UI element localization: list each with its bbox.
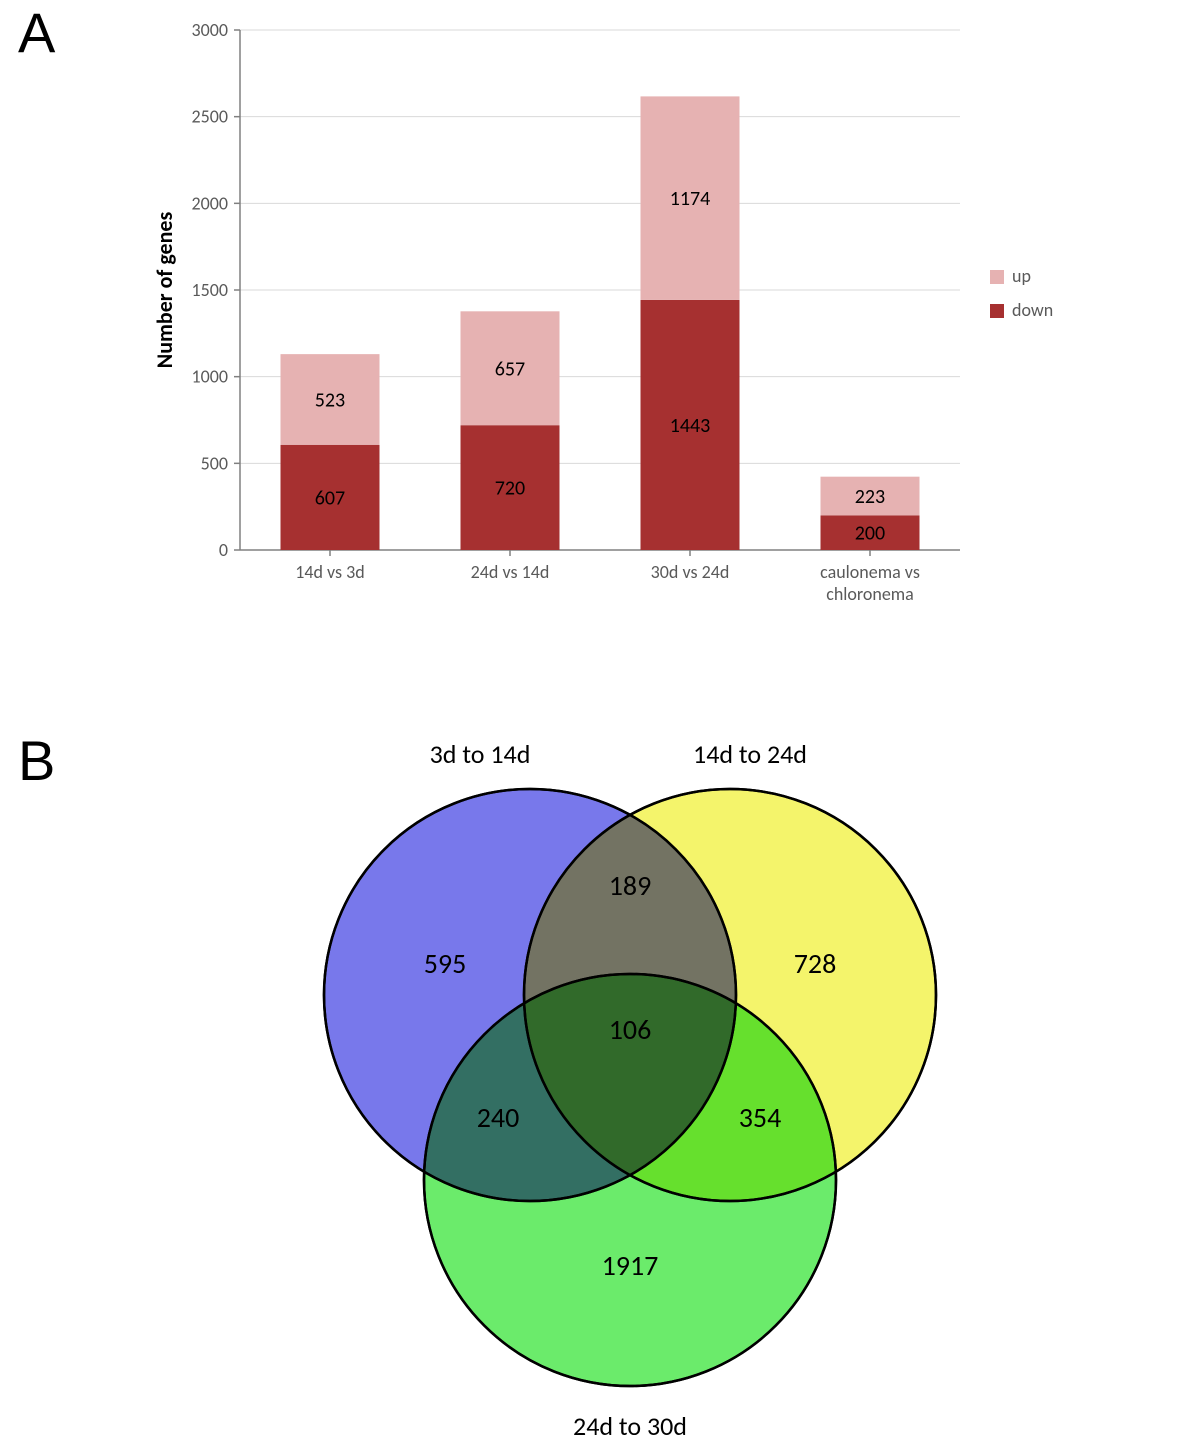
venn-value: 1917 [602,1248,659,1283]
svg-text:2000: 2000 [192,192,229,214]
svg-text:caulonema vs: caulonema vs [820,561,920,583]
panel-b-label: B [18,728,55,793]
svg-text:1000: 1000 [192,366,229,388]
venn-set-label: 14d to 24d [693,738,807,770]
svg-text:24d vs 14d: 24d vs 14d [471,561,550,583]
svg-text:1500: 1500 [192,279,229,301]
svg-text:chloronema: chloronema [826,583,914,605]
figure: A 0 500 1000 1500 2000 2500 3000 Number of gene… [0,0,1200,1451]
venn-value: 354 [739,1100,782,1135]
svg-text:200: 200 [855,522,885,546]
svg-text:2500: 2500 [192,106,229,128]
svg-text:657: 657 [495,357,525,381]
venn-diagram: 595 728 1917 189 240 354 106 3d to 14d 14d to 24… [230,735,1030,1455]
venn-set-label: 24d to 30d [573,1410,687,1442]
legend-label-down: down [1012,299,1053,321]
venn-value: 595 [424,946,467,981]
legend-swatch-up [990,270,1004,284]
svg-text:0: 0 [219,539,228,561]
svg-text:1174: 1174 [670,187,711,211]
svg-text:14d vs 3d: 14d vs 3d [295,561,365,583]
venn-value: 240 [477,1100,520,1135]
svg-text:30d vs 24d: 30d vs 24d [651,561,730,583]
venn-set-label: 3d to 14d [430,738,531,770]
svg-text:607: 607 [315,486,345,510]
panel-a-label: A [18,0,55,65]
bar-chart: 0 500 1000 1500 2000 2500 3000 Number of genes 6… [130,10,1130,670]
svg-text:Number of genes: Number of genes [151,212,178,369]
svg-text:523: 523 [315,388,345,412]
venn-value: 189 [609,868,652,903]
svg-text:3000: 3000 [192,19,229,41]
svg-text:223: 223 [855,485,885,509]
svg-text:500: 500 [201,452,228,474]
svg-text:720: 720 [495,477,525,501]
legend-swatch-down [990,304,1004,318]
svg-text:1443: 1443 [670,414,711,438]
venn-value: 106 [609,1012,652,1047]
venn-value: 728 [794,946,837,981]
legend-label-up: up [1012,265,1031,287]
